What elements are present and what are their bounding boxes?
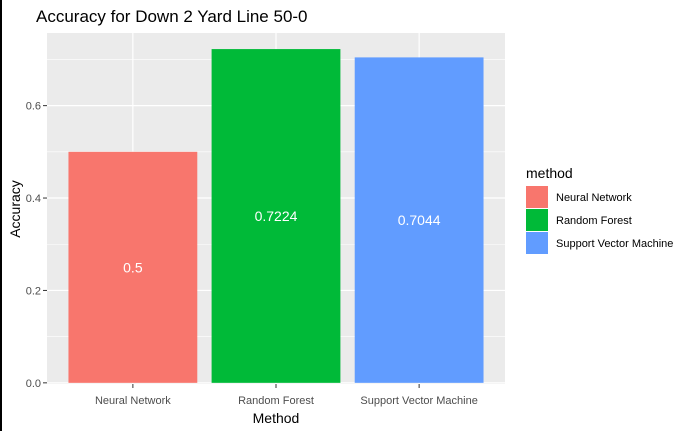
legend-key: [526, 232, 548, 254]
bar-value-label: 0.7044: [398, 212, 441, 228]
bars: [68, 49, 484, 383]
legend-label: Random Forest: [556, 215, 632, 227]
y-tick-label: 0.2: [26, 285, 41, 297]
window-edge: [0, 0, 2, 431]
y-axis-title: Accuracy: [7, 180, 23, 238]
x-axis-title: Method: [253, 410, 300, 426]
legend: method Neural Network Random Forest Suppor…: [526, 165, 673, 254]
x-tick-label: Random Forest: [238, 395, 314, 407]
legend-key: [526, 186, 548, 208]
bar: [68, 151, 198, 383]
bar: [354, 57, 484, 383]
bar-value-label: 0.7224: [255, 208, 298, 224]
x-axis: Neural Network Random Forest Support Vecto…: [95, 384, 478, 407]
y-tick-label: 0.4: [26, 193, 41, 205]
legend-label: Support Vector Machine: [556, 238, 673, 250]
y-tick-label: 0.0: [26, 378, 41, 390]
bar-labels: 0.5 0.7224 0.7044: [123, 208, 441, 275]
bar: [211, 49, 341, 383]
y-axis: 0.0 0.2 0.4 0.6: [26, 101, 47, 390]
legend-key: [526, 209, 548, 231]
x-tick-label: Neural Network: [95, 395, 171, 407]
x-tick-label: Support Vector Machine: [360, 395, 477, 407]
y-tick-label: 0.6: [26, 101, 41, 113]
bar-value-label: 0.5: [123, 259, 143, 275]
legend-label: Neural Network: [556, 192, 632, 204]
legend-title: method: [526, 165, 573, 181]
chart-title: Accuracy for Down 2 Yard Line 50-0: [36, 7, 308, 26]
